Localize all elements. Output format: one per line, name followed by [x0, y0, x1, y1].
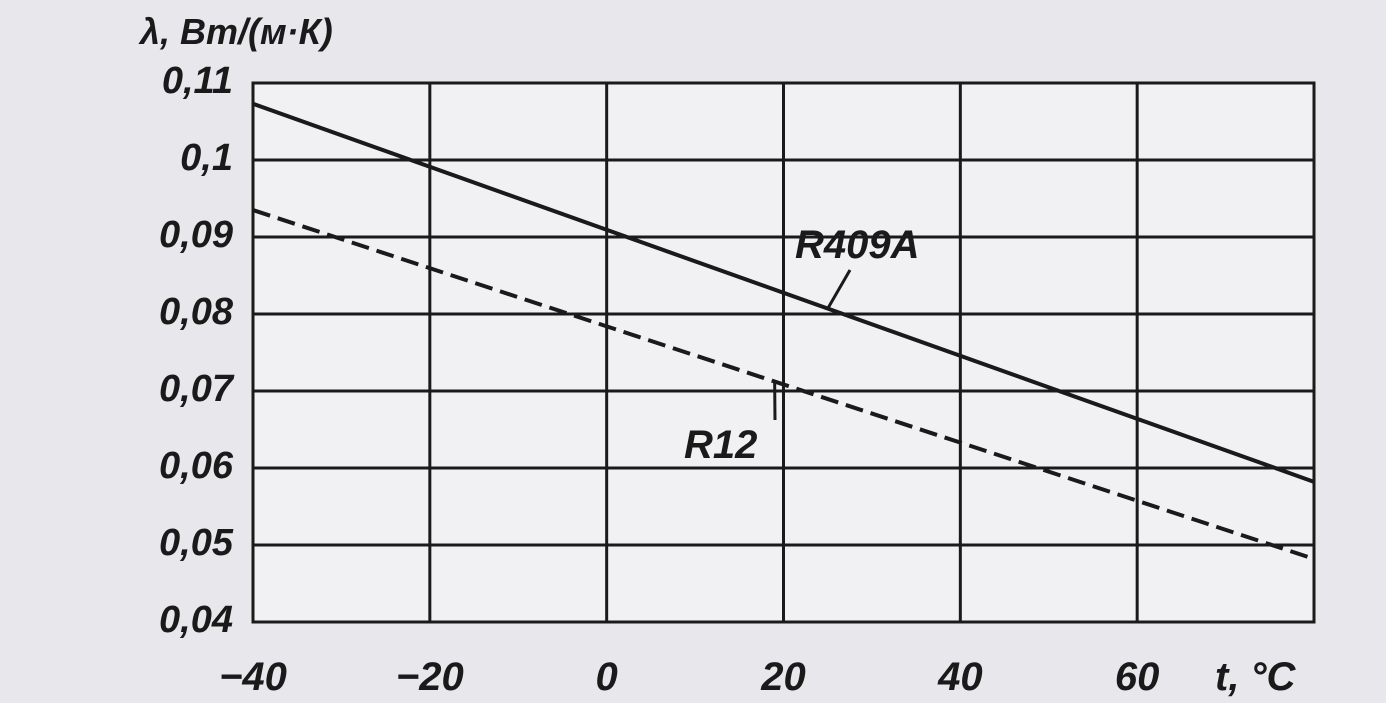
y-tick-label: 0,09 [159, 214, 233, 256]
x-tick-label: 0 [596, 655, 618, 699]
y-tick-label: 0,05 [159, 522, 234, 564]
x-tick-label: 40 [937, 655, 983, 699]
y-axis-label: λ, Вт/(м·К) [138, 11, 333, 52]
x-tick-label: 60 [1115, 655, 1160, 699]
tick-labels: 0,04 0,05 0,06 0,07 0,08 0,09 0,1 0,11 −40 −20 0 20… [159, 60, 1159, 699]
y-tick-label: 0,06 [159, 445, 234, 487]
x-tick-label: −20 [396, 655, 464, 699]
series-line-r409a [252, 101, 1315, 484]
y-tick-label: 0,11 [162, 60, 233, 102]
x-tick-label: 20 [760, 655, 806, 699]
series-line-r12 [252, 208, 1315, 561]
series-lines [252, 101, 1315, 561]
annotation-label-r12: R12 [684, 423, 757, 467]
y-tick-label: 0,07 [159, 368, 235, 410]
y-tick-label: 0,04 [159, 599, 233, 641]
annotation-leader-r409a [826, 269, 852, 310]
y-tick-label: 0,1 [180, 137, 233, 179]
annotations: R409A R12 [684, 223, 920, 467]
x-axis-label: t, °C [1215, 655, 1297, 699]
x-tick-label: −40 [219, 655, 287, 699]
y-tick-label: 0,08 [159, 291, 234, 333]
grid [251, 81, 1316, 624]
annotation-label-r409a: R409A [795, 223, 920, 267]
